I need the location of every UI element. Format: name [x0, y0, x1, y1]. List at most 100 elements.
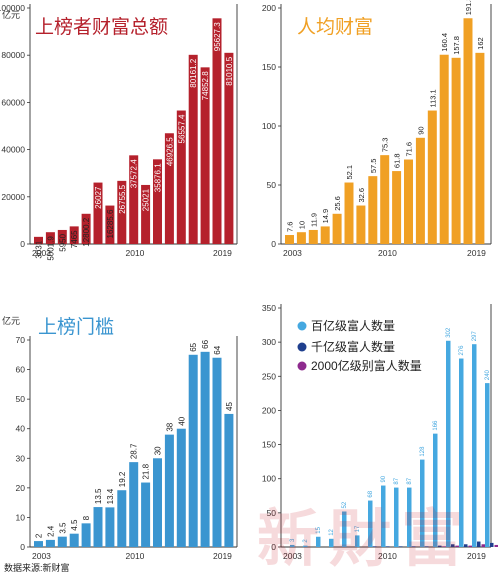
bar [69, 533, 79, 547]
bar [69, 226, 79, 244]
legend-marker [297, 321, 307, 331]
y-tick-label: 50 [16, 394, 26, 404]
bar [412, 546, 416, 547]
data-label: 7.6 [286, 222, 295, 232]
y-tick-label: 100 [262, 121, 276, 131]
bar [415, 137, 425, 244]
y-tick-label: 0 [20, 542, 25, 552]
data-label: 90 [416, 126, 425, 134]
bar [129, 155, 139, 244]
data-label: 21.8 [142, 463, 151, 479]
data-label: 12 [329, 528, 335, 535]
bar [212, 357, 222, 547]
data-label: 5001.9 [46, 236, 55, 261]
bar [451, 544, 455, 547]
y-tick-label: 0 [271, 542, 276, 552]
bar [308, 229, 318, 244]
data-label: 57.5 [369, 159, 378, 174]
data-label: 240 [485, 369, 491, 380]
data-label: 13.5 [94, 488, 103, 504]
bar [468, 545, 472, 547]
data-label: 90 [381, 475, 387, 482]
data-label: 56557.4 [177, 114, 186, 143]
legend-label: 百亿级富人数量 [311, 318, 395, 333]
bar [439, 54, 449, 245]
data-label: 12800.2 [82, 217, 91, 246]
data-label: 26027 [94, 186, 103, 209]
data-label: 11.9 [309, 213, 318, 227]
bar [57, 229, 67, 244]
bar [332, 213, 342, 244]
y-tick-label: 200 [262, 405, 276, 415]
y-tick-label: 350 [262, 303, 276, 313]
bar [459, 358, 464, 547]
data-label: 35876.1 [154, 163, 163, 192]
bar [386, 546, 390, 547]
bar [34, 541, 43, 547]
chart-title: 人均财富 [297, 16, 373, 38]
data-label: 81010.5 [225, 56, 234, 85]
bar [188, 54, 198, 245]
bar [176, 110, 186, 244]
bar [373, 546, 377, 547]
x-tick-label: 2010 [126, 248, 145, 258]
data-label: 2 [303, 539, 309, 543]
bar [141, 184, 151, 244]
bar [45, 539, 55, 547]
y-tick-label: 40 [16, 424, 26, 434]
x-tick-label: 2003 [32, 248, 51, 258]
y-tick-label: 80000 [1, 50, 25, 60]
x-tick-label: 2010 [378, 248, 397, 258]
bar [420, 459, 425, 547]
bar [45, 232, 55, 244]
data-label: 38 [165, 422, 174, 431]
data-label: 2.4 [46, 525, 55, 537]
bar [442, 546, 446, 547]
bar [303, 545, 308, 547]
bar [494, 544, 498, 547]
bar [368, 500, 373, 547]
bar [381, 485, 386, 547]
data-label: 25021 [142, 188, 151, 211]
bar [141, 482, 151, 547]
data-label: 80161.2 [189, 58, 198, 87]
bar [290, 544, 295, 547]
data-label: 95627.3 [213, 22, 222, 51]
bar [463, 18, 473, 244]
bar [200, 67, 210, 245]
bar [212, 18, 222, 244]
y-tick-label: 150 [262, 440, 276, 450]
data-label: 14.9 [321, 209, 330, 224]
data-label: 10 [297, 221, 306, 229]
data-label: 4.5 [70, 519, 79, 531]
bar [490, 542, 494, 547]
bar [153, 458, 162, 547]
data-label: 25.6 [333, 196, 342, 211]
legend-marker [297, 342, 307, 352]
bar [320, 226, 330, 244]
data-label: 8 [82, 515, 91, 520]
x-tick-label: 2003 [32, 551, 51, 561]
bar [105, 507, 115, 547]
data-label: 26755.5 [118, 184, 127, 213]
y-tick-label: 20000 [1, 192, 25, 202]
data-label: 64 [213, 345, 222, 354]
y-tick-label: 50 [267, 508, 277, 518]
bar [475, 52, 485, 245]
x-tick-label: 2019 [467, 248, 486, 258]
y-tick-label: 250 [262, 371, 276, 381]
y-tick-label: 100 [262, 474, 276, 484]
data-label: 68 [368, 490, 374, 497]
data-label: 87 [407, 477, 413, 484]
bar [485, 383, 490, 547]
bar [446, 340, 451, 547]
x-tick-label: 2003 [283, 248, 302, 258]
data-label: 3 [290, 538, 296, 542]
x-tick-label: 2019 [213, 248, 232, 258]
source-note: 数据来源:新财富 [4, 563, 70, 573]
x-tick-label: 2003 [283, 551, 302, 561]
bar [438, 545, 442, 547]
bar [433, 433, 438, 547]
bar [329, 538, 334, 547]
bar [316, 536, 321, 547]
